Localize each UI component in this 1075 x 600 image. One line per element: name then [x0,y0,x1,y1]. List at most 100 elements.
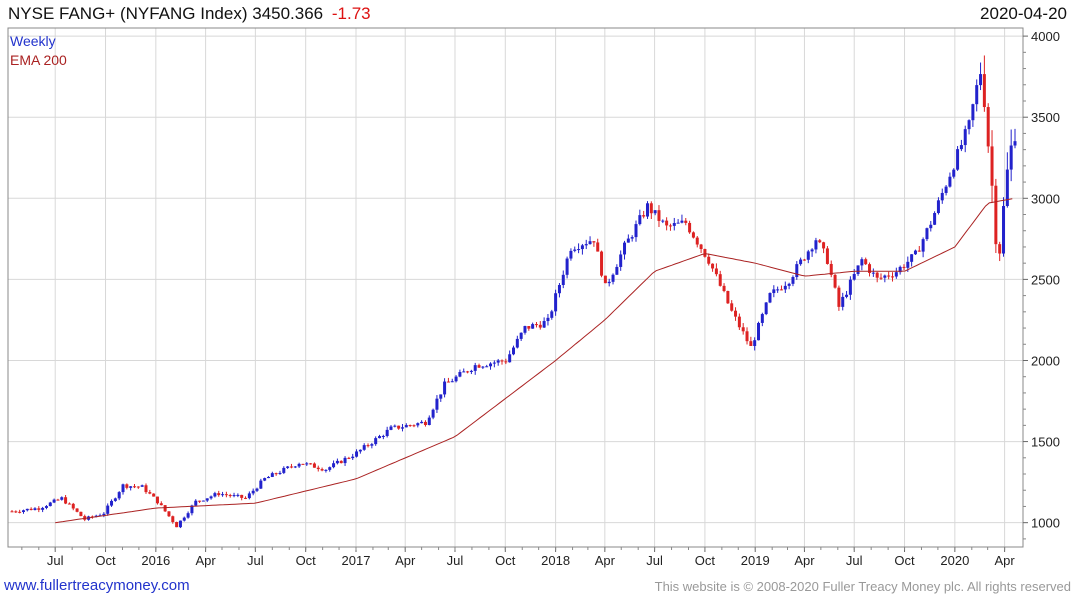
candle-body [565,258,569,275]
candle-body [757,322,761,341]
y-tick-label: 4000 [1031,29,1060,44]
x-tick-label: Apr [994,553,1015,568]
candle-body [504,361,508,363]
candle-body [818,240,822,243]
candle-body [852,274,856,280]
candle-body [833,274,837,288]
x-tick-label: Jul [646,553,663,568]
candle-body [638,215,642,225]
candle-body [668,225,672,227]
candle-body [515,338,519,348]
candle-body [722,285,726,292]
candle-body [140,485,144,487]
candle-body [466,371,470,373]
candle-body [814,240,818,250]
x-tick-label: Apr [195,553,216,568]
candle-body [577,249,581,251]
candle-body [550,311,554,318]
candle-body [186,513,190,518]
candle-body [485,366,489,368]
candle-body [860,259,864,266]
candle-body [312,463,316,468]
candle-body [822,242,826,249]
x-tick-label: Apr [794,553,815,568]
candle-body [906,261,910,268]
candle-body [178,520,182,528]
candle-body [737,316,741,328]
candle-body [198,500,202,502]
candle-body [672,223,676,226]
candle-body [469,370,473,372]
candle-body [152,493,156,497]
candle-body [676,222,680,224]
candle-body [133,486,137,488]
candle-body [887,275,891,277]
x-tick-label: Jul [47,553,64,568]
candle-body [753,340,757,346]
candle-body [255,488,259,491]
candle-body [634,224,638,238]
candle-body [201,500,205,502]
copyright-note: This website is © 2008-2020 Fuller Treac… [654,579,1071,594]
x-tick-label: Oct [95,553,116,568]
candle-body [841,296,845,307]
price-change: -1.73 [331,4,371,23]
candle-body [175,522,179,528]
candle-body [615,266,619,275]
candle-body [768,293,772,303]
candle-body [573,249,577,251]
candle-body [584,244,588,246]
x-tick-label: Apr [595,553,616,568]
candle-body [538,324,542,328]
x-tick-label: Jul [846,553,863,568]
candle-body [397,425,401,429]
site-link[interactable]: www.fullertreacymoney.com [4,577,190,594]
candle-body [933,213,937,225]
x-tick-label: Oct [296,553,317,568]
ema-line [55,198,1013,524]
candle-body [975,85,979,105]
x-tick-label: 2017 [342,553,371,568]
candle-body [990,146,994,186]
candle-body [362,445,366,450]
chart-date: 2020-04-20 [980,4,1067,23]
candle-body [266,476,270,479]
candle-body [554,293,558,312]
candle-body [270,473,274,477]
candle-body [408,425,412,427]
candle-body [79,511,83,517]
candle-body [848,279,852,295]
candle-body [910,254,914,262]
candle-body [481,366,485,368]
candle-body [282,467,286,473]
candle-body [423,421,427,426]
candle-body [783,285,787,290]
candle-body [320,469,324,471]
x-tick-label: 2016 [141,553,170,568]
candle-body [10,511,14,513]
candle-body [155,496,159,504]
candle-body [829,263,833,275]
candle-body [588,241,592,245]
candle-body [492,362,496,364]
candle-body [665,220,669,226]
candle-body [707,256,711,264]
candle-body [121,484,125,493]
candle-body [711,263,715,269]
candle-body [749,341,753,346]
candle-body [274,473,278,475]
candle-body [228,495,232,497]
candle-body [301,463,305,465]
candle-body [684,220,688,223]
candle-body [324,469,328,471]
candle-body [948,176,952,187]
candle-body [355,451,359,457]
candle-body [787,283,791,286]
candle-body [205,498,209,501]
candle-body [986,107,990,147]
candle-body [680,220,684,223]
candle-body [699,244,703,250]
candle-body [703,249,707,257]
candle-body [29,508,33,511]
candle-body [443,381,447,395]
